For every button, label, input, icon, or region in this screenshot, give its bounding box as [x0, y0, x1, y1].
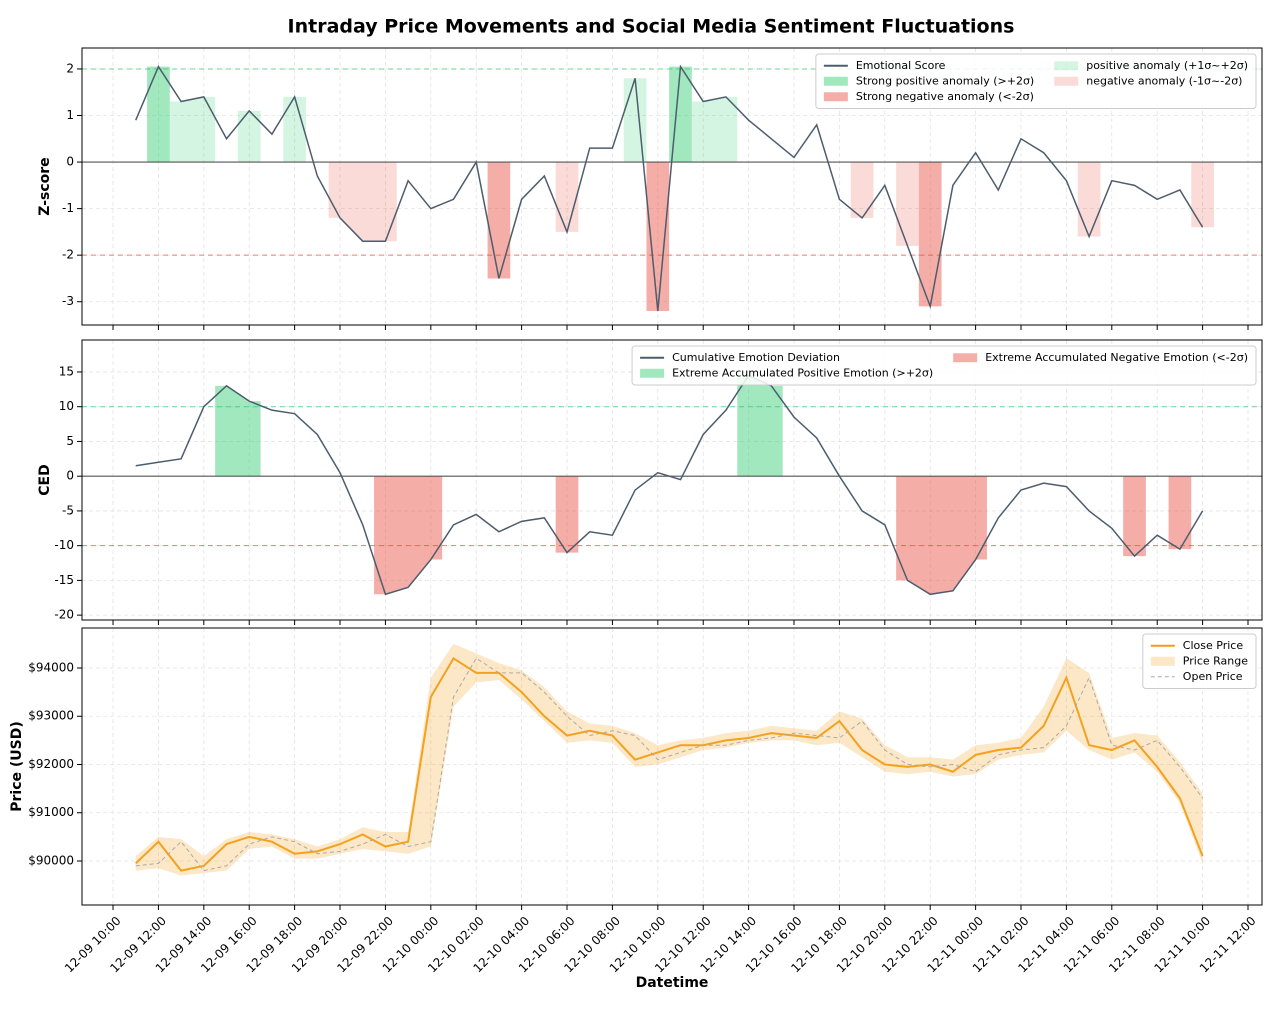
data-line	[135, 64, 1204, 312]
anomaly-fill	[896, 162, 919, 246]
legend: Close Price Price Range Open Price	[1142, 633, 1257, 689]
y-tick-label: -1	[62, 201, 74, 215]
legend: Cumulative Emotion Deviation Extreme Accu…	[631, 345, 1257, 386]
legend-swatch	[640, 368, 665, 378]
legend-label: Extreme Accumulated Positive Emotion (>+…	[672, 366, 933, 379]
anomaly-fill	[646, 162, 670, 312]
anomaly-fill	[374, 476, 443, 595]
y-tick-label: -5	[62, 503, 74, 517]
anomaly-fill	[691, 96, 738, 163]
y-tick-label: $90000	[28, 853, 74, 867]
y-tick-label: -2	[62, 248, 74, 262]
anomaly-fill	[918, 162, 942, 307]
plot-frame	[81, 339, 1263, 621]
y-tick-label: 1	[66, 108, 74, 122]
legend-swatch	[1150, 656, 1175, 666]
data-line	[135, 374, 1204, 596]
legend-label: positive anomaly (+1σ~+2σ)	[1086, 59, 1248, 72]
price-range	[135, 643, 1203, 876]
chart-title: Intraday Price Movements and Social Medi…	[288, 16, 1015, 38]
legend-box	[631, 345, 1257, 386]
anomaly-fill	[328, 162, 397, 242]
anomaly-fill	[1191, 162, 1214, 228]
anomaly-fill	[215, 385, 261, 477]
anomaly-fill	[555, 476, 579, 553]
legend-swatch	[953, 353, 978, 363]
data-line	[135, 657, 1204, 872]
anomaly-fill	[169, 96, 216, 163]
anomaly-fill	[487, 162, 511, 279]
y-tick-label: 0	[66, 469, 74, 483]
y-tick-label: -3	[62, 294, 74, 308]
plot-frame	[81, 627, 1263, 906]
x-axis-label: Datetime	[636, 975, 709, 991]
y-axis-label: Price (USD)	[9, 721, 25, 812]
y-tick-label: $92000	[28, 757, 74, 771]
y-tick-label: -10	[54, 538, 74, 552]
anomaly-fill	[237, 110, 261, 163]
anomaly-fill	[623, 78, 647, 163]
legend-box	[1142, 633, 1257, 689]
legend: Emotional Score Strong positive anomaly (…	[815, 53, 1257, 109]
y-tick-label: 10	[59, 399, 74, 413]
anomaly-fill	[1168, 476, 1192, 550]
legend-label: Cumulative Emotion Deviation	[672, 351, 840, 364]
y-axis-label: CED	[37, 464, 53, 495]
data-line	[135, 656, 1204, 872]
y-tick-label: $91000	[28, 805, 74, 819]
y-tick-label: 0	[66, 155, 74, 169]
legend-label: Extreme Accumulated Negative Emotion (<-…	[985, 351, 1248, 364]
y-tick-label: 15	[59, 364, 74, 378]
legend-label: Price Range	[1183, 654, 1248, 667]
anomaly-fill	[737, 375, 783, 477]
legend-box	[815, 53, 1257, 109]
anomaly-fill	[283, 96, 306, 163]
y-tick-label: -20	[54, 608, 74, 622]
anomaly-fill	[1077, 162, 1101, 237]
y-tick-label: 2	[66, 61, 74, 75]
legend-label: Strong negative anomaly (<-2σ)	[856, 90, 1034, 103]
legend-label: negative anomaly (-1σ~-2σ)	[1086, 74, 1242, 87]
anomaly-fill	[147, 66, 170, 163]
y-tick-label: -15	[54, 573, 74, 587]
legend-swatch	[823, 92, 848, 102]
y-tick-label: $93000	[28, 709, 74, 723]
anomaly-fill	[669, 66, 692, 163]
legend-label: Emotional Score	[856, 59, 946, 72]
legend-label: Open Price	[1183, 670, 1243, 683]
y-tick-label: 5	[66, 434, 74, 448]
anomaly-fill	[1123, 476, 1146, 557]
legend-swatch	[823, 76, 848, 86]
anomaly-fill	[896, 476, 987, 595]
plot-frame	[81, 47, 1263, 326]
legend-label: Close Price	[1183, 639, 1244, 652]
anomaly-fill	[850, 162, 874, 218]
legend-swatch	[1054, 61, 1079, 71]
y-axis-label: Z-score	[37, 157, 53, 215]
y-tick-label: $94000	[28, 660, 74, 674]
legend-label: Strong positive anomaly (>+2σ)	[856, 74, 1034, 87]
legend-swatch	[1054, 76, 1079, 86]
anomaly-fill	[555, 162, 579, 232]
